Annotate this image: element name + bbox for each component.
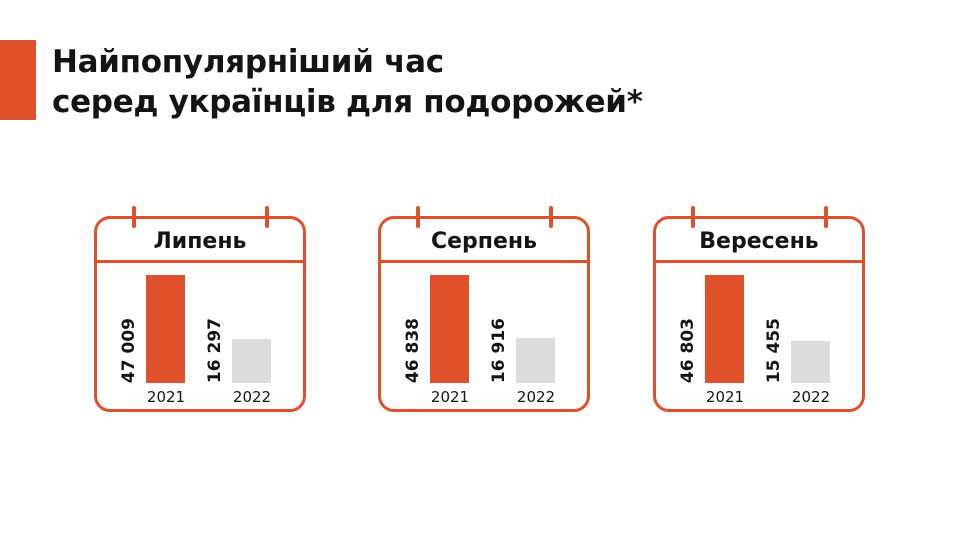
calendar-ring-icon: [265, 206, 269, 228]
year-label: 2021: [146, 388, 186, 406]
calendar-panel: Серпень 46 838 2021 16 916 2022: [378, 206, 590, 412]
year-label: 2022: [232, 388, 272, 406]
value-label: 16 297: [205, 317, 225, 383]
title-line-1: Найпопулярніший час: [52, 44, 444, 80]
bar-2022: [232, 339, 271, 383]
value-label: 46 838: [403, 317, 423, 383]
calendar-panel: Липень 47 009 2021 16 297 2022: [94, 206, 306, 412]
title-line-2: серед українців для подорожей*: [52, 84, 643, 120]
year-label: 2022: [791, 388, 831, 406]
bar-2021: [430, 275, 469, 383]
month-label: Вересень: [656, 219, 862, 263]
value-label: 47 009: [119, 317, 139, 383]
calendar-ring-icon: [132, 206, 136, 228]
value-label: 46 803: [678, 317, 698, 383]
year-label: 2021: [705, 388, 745, 406]
month-label: Серпень: [381, 219, 587, 263]
title-accent-bar: [0, 40, 36, 120]
page-title: Найпопулярніший час серед українців для …: [52, 42, 643, 122]
bar-2021: [146, 275, 185, 383]
year-label: 2022: [516, 388, 556, 406]
calendar-ring-icon: [691, 206, 695, 228]
value-label: 15 455: [764, 317, 784, 383]
calendar-ring-icon: [549, 206, 553, 228]
value-label: 16 916: [489, 317, 509, 383]
bar-2021: [705, 275, 744, 383]
calendar-panel: Вересень 46 803 2021 15 455 2022: [653, 206, 865, 412]
calendar-ring-icon: [824, 206, 828, 228]
year-label: 2021: [430, 388, 470, 406]
month-label: Липень: [97, 219, 303, 263]
bar-2022: [791, 340, 830, 383]
bar-2022: [516, 337, 555, 383]
calendar-ring-icon: [416, 206, 420, 228]
